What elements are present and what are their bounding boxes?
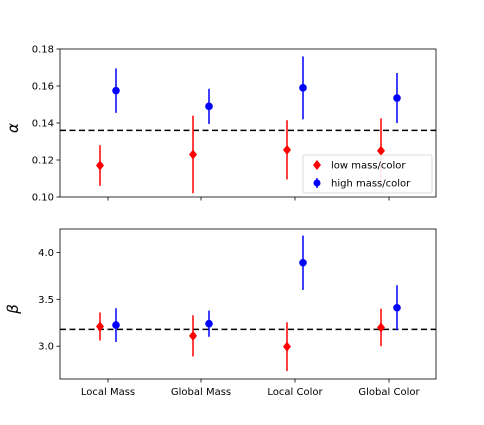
data-point-diamond — [377, 322, 385, 333]
y-tick-label: 0.16 — [32, 82, 54, 93]
data-point-diamond — [283, 341, 291, 352]
data-point-circle — [393, 303, 401, 312]
axes-frame — [59, 228, 437, 380]
y-tick-label: 0.18 — [32, 45, 54, 56]
legend-box — [302, 154, 433, 194]
data-point-circle — [112, 86, 120, 95]
data-point-circle — [112, 321, 120, 329]
data-point-circle — [205, 102, 213, 111]
data-point-circle — [299, 258, 307, 267]
y-axis-label: β — [4, 304, 22, 315]
y-tick-label: 3.0 — [38, 342, 54, 353]
alpha-panel: 0.10 0.12 0.14 0.16 0.18 α low mass/color high … — [4, 45, 437, 204]
data-point-diamond — [189, 330, 197, 341]
legend-label: low mass/color — [331, 161, 406, 172]
data-point-diamond — [283, 144, 291, 155]
data-point-circle — [299, 84, 307, 92]
y-tick-label: 0.10 — [32, 193, 54, 204]
data-point-circle — [205, 319, 213, 328]
y-tick-label: 4.0 — [38, 248, 54, 259]
y-tick-label: 3.5 — [38, 295, 54, 306]
data-point-diamond — [189, 149, 197, 160]
y-tick-label: 0.12 — [32, 156, 54, 167]
data-point-diamond — [96, 321, 104, 332]
y-tick-label: 0.14 — [32, 119, 54, 130]
data-point-diamond — [96, 160, 104, 171]
data-point-diamond — [377, 145, 385, 156]
y-axis-label: α — [4, 123, 22, 133]
x-tick-label: Global Color — [358, 387, 420, 398]
legend-marker-circle — [313, 179, 321, 187]
legend-marker-diamond — [313, 160, 321, 170]
beta-panel: 3.0 3.5 4.0 Local Mass Global Mass Local Colo… — [4, 228, 437, 398]
data-point-circle — [393, 94, 401, 102]
x-tick-label: Global Mass — [171, 387, 231, 398]
x-tick-label: Local Color — [267, 387, 323, 398]
x-tick-label: Local Mass — [81, 387, 135, 398]
legend-label: high mass/color — [331, 179, 411, 190]
